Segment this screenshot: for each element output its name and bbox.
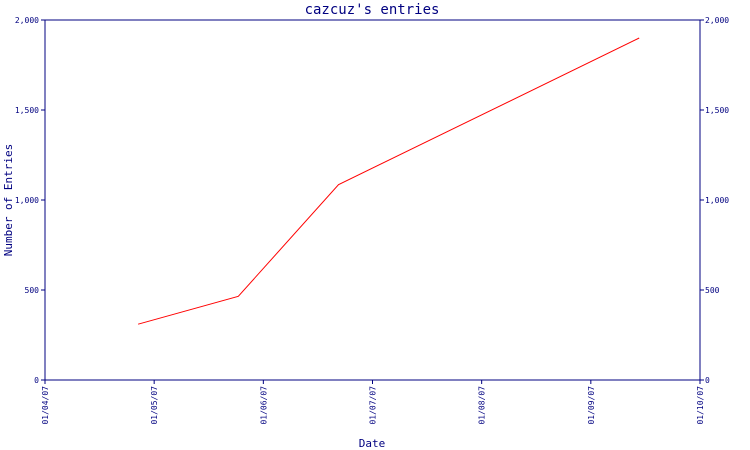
y-tick-label-right: 1,000 xyxy=(705,196,729,205)
y-axis-title: Number of Entries xyxy=(2,144,15,257)
y-tick-label-right: 1,500 xyxy=(705,106,729,115)
plot-area xyxy=(44,19,701,381)
series-line-1 xyxy=(137,37,640,325)
y-tick-label-right: 0 xyxy=(705,376,710,385)
y-tick-label: 1,000 xyxy=(15,196,39,205)
y-tick-label-right: 2,000 xyxy=(705,16,729,25)
y-tick-label: 2,000 xyxy=(15,16,39,25)
y-tick-label: 1,500 xyxy=(15,106,39,115)
x-tick-label: 01/04/07 xyxy=(41,386,50,425)
x-tick-label: 01/08/07 xyxy=(478,386,487,425)
y-tick-label: 500 xyxy=(25,286,40,295)
y-tick-label-right: 500 xyxy=(705,286,720,295)
x-tick-label: 01/07/07 xyxy=(369,386,378,425)
y-axis-left: 0 500 1,000 1,500 2,000 xyxy=(15,16,45,385)
x-tick-label: 01/05/07 xyxy=(150,386,159,425)
x-axis-title: Date xyxy=(359,437,386,450)
x-axis: 01/04/07 01/05/07 01/06/07 01/07/07 01/08/07… xyxy=(41,380,705,425)
series-group xyxy=(137,37,640,325)
x-tick-label: 01/09/07 xyxy=(587,386,596,425)
chart-title: cazcuz's entries xyxy=(305,2,440,18)
x-tick-label: 01/10/07 xyxy=(696,386,705,425)
y-tick-label: 0 xyxy=(34,376,39,385)
y-axis-right: 0 500 1,000 1,500 2,000 xyxy=(700,16,729,385)
x-tick-label: 01/06/07 xyxy=(259,386,268,425)
